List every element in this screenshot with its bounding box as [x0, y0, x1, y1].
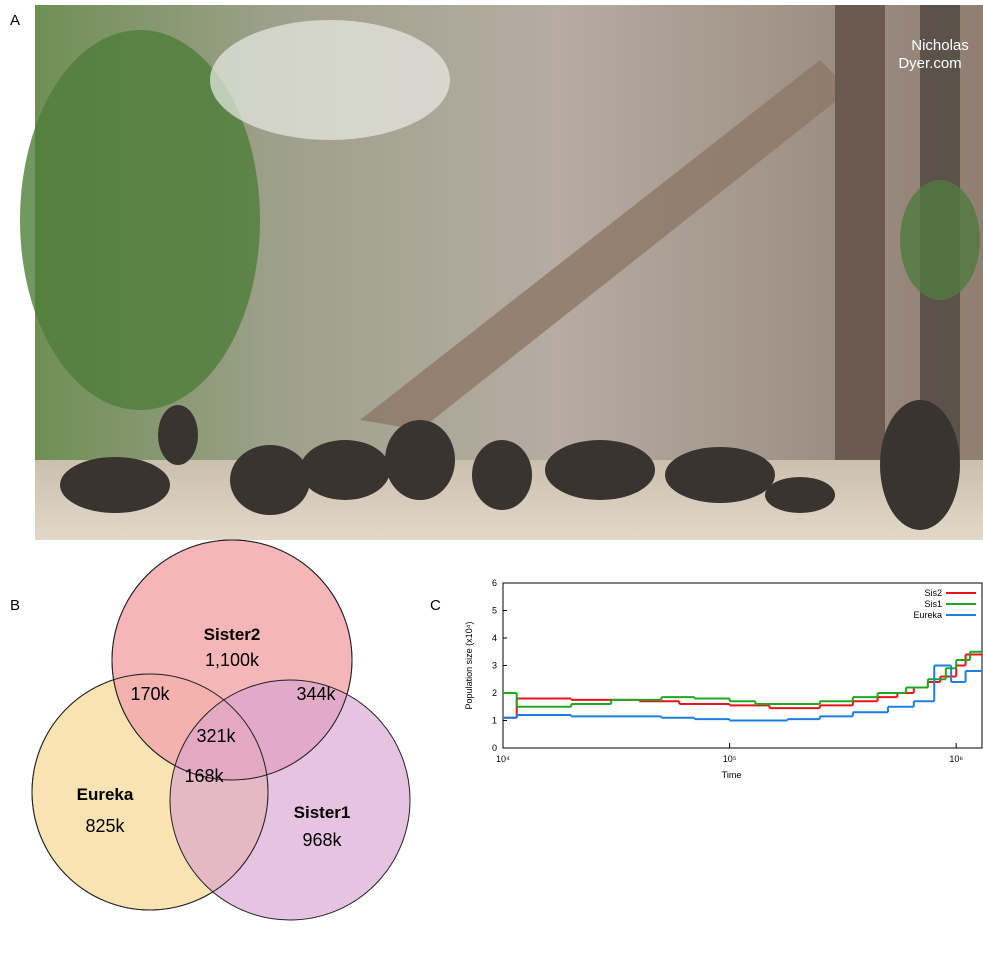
venn-count: 825k	[85, 816, 125, 836]
y-tick-label: 3	[492, 661, 497, 671]
watermark: Dyer.com	[898, 55, 961, 72]
venn-count: 168k	[184, 766, 224, 786]
x-tick-label: 10⁶	[949, 754, 963, 764]
legend-label: Eureka	[913, 610, 942, 620]
venn-set-name: Eureka	[77, 785, 134, 804]
legend-label: Sis2	[924, 588, 942, 598]
watermark: Nicholas	[911, 37, 969, 54]
chart: 0 1 2 3 4 5 6 10⁴ 10⁵ 10⁶ Time Population size (x10…	[464, 578, 982, 780]
venn-count: 1,100k	[205, 650, 260, 670]
x-tick-label: 10⁵	[723, 754, 737, 764]
panel-label: C	[430, 597, 441, 614]
y-tick-label: 1	[492, 716, 497, 726]
venn-set-name: Sister2	[204, 625, 261, 644]
venn-set-name: Sister1	[294, 803, 351, 822]
venn-count: 170k	[130, 684, 170, 704]
page: Nicholas Dyer.com A B C Sister2 1,100k E…	[0, 0, 983, 956]
venn-count: 321k	[196, 726, 236, 746]
x-axis-label: Time	[722, 770, 742, 780]
y-tick-label: 5	[492, 606, 497, 616]
y-tick-label: 2	[492, 688, 497, 698]
venn-count: 968k	[302, 830, 342, 850]
x-tick-label: 10⁴	[496, 754, 510, 764]
venn-count: 344k	[296, 684, 336, 704]
y-tick-label: 6	[492, 578, 497, 588]
y-tick-label: 0	[492, 743, 497, 753]
venn: Sister2 1,100k Eureka 825k Sister1 968k …	[32, 540, 410, 920]
panel-label: B	[10, 597, 20, 614]
photo: Nicholas Dyer.com	[20, 5, 983, 540]
venn-circle	[170, 680, 410, 920]
panel-label: A	[10, 12, 20, 29]
y-tick-label: 4	[492, 633, 497, 643]
legend-label: Sis1	[924, 599, 942, 609]
figure: Nicholas Dyer.com A B C Sister2 1,100k E…	[0, 0, 983, 956]
y-axis-label: Population size (x10⁴)	[464, 622, 474, 710]
plot-frame	[503, 583, 982, 748]
